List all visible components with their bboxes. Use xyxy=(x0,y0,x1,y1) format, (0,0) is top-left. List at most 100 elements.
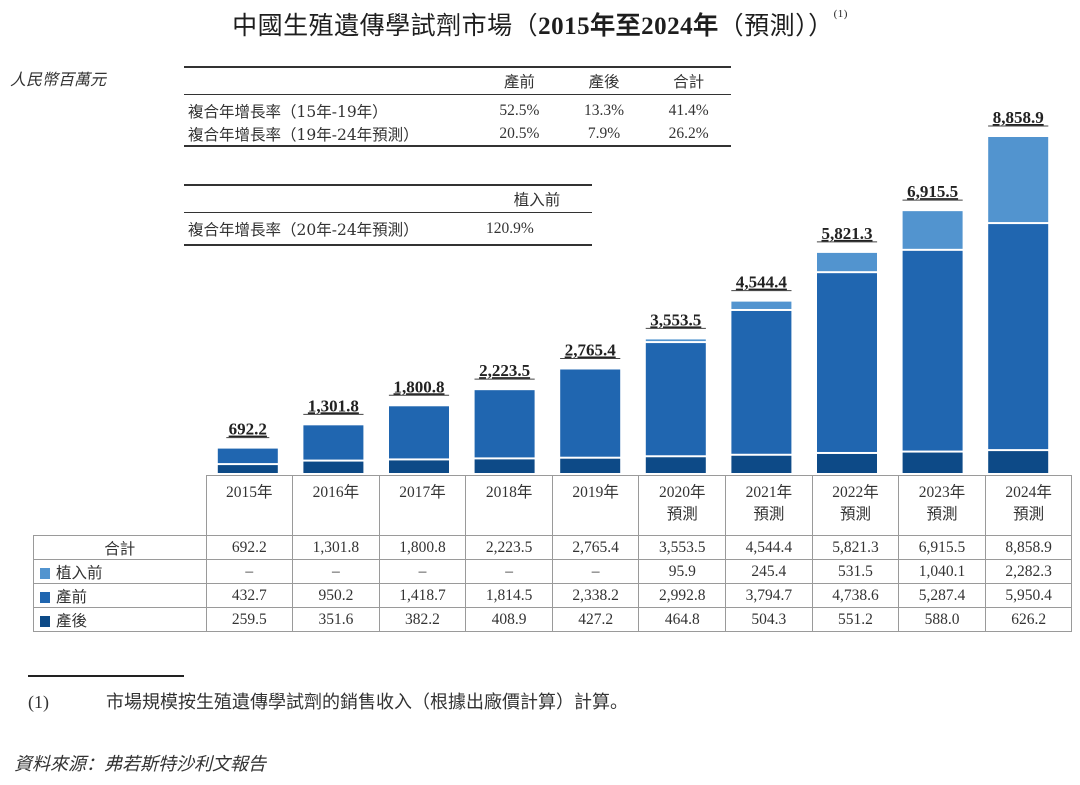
cagr1-header-postnatal: 產後 xyxy=(561,67,647,95)
table-row-total: 合計 692.2 1,301.8 1,800.8 2,223.5 2,765.4 3,553… xyxy=(33,535,1073,560)
table-cell: 427.2 xyxy=(551,607,640,632)
bar-segment-prenatal xyxy=(217,448,278,464)
footnote-mark: (1) xyxy=(28,692,49,712)
table-cell: 1,814.5 xyxy=(465,583,553,608)
legend-entry: 植入前 xyxy=(33,559,207,584)
cagr-value: 20.5% xyxy=(499,124,540,142)
total-data-label: 692.2 xyxy=(229,420,267,439)
table-cell: – xyxy=(551,559,640,584)
bar-segment-postnatal xyxy=(988,451,1049,473)
bar-segment-postnatal xyxy=(817,453,877,473)
category-label-line: 2022年 xyxy=(832,484,879,501)
footnote-divider xyxy=(28,675,184,677)
bar-group xyxy=(817,252,877,473)
total-data-label: 3,553.5 xyxy=(650,310,701,329)
bar-segment-pre-implant xyxy=(731,301,792,309)
bar-segment-prenatal xyxy=(560,369,621,457)
total-data-label: 1,301.8 xyxy=(308,396,359,415)
category-label-line: 2019年 xyxy=(572,484,619,501)
cagr-row-label: 複合年增長率（20年-24年預測） xyxy=(188,220,419,239)
bar-group xyxy=(389,406,449,473)
table-cell-total: 8,858.9 xyxy=(984,535,1073,560)
category-label-line: 預測 xyxy=(839,506,871,523)
cagr-table-1: 產前 產後 合計 複合年增長率（15年-19年） 52.5% 13.3% 41.… xyxy=(184,66,731,147)
bar-segment-pre-implant xyxy=(902,211,963,249)
total-data-label: 5,821.3 xyxy=(822,224,873,243)
category-label-line: 2016年 xyxy=(312,484,360,501)
chart-title: 中國生殖遺傳學試劑市場（2015年至2024年（預測））(1) xyxy=(0,6,1080,42)
title-prefix: 中國生殖遺傳學試劑市場（ xyxy=(232,11,539,40)
category-tick-label: 2021年 預測 xyxy=(725,475,813,536)
table-cell: – xyxy=(205,559,294,584)
category-tick-label: 2018年 xyxy=(465,475,553,536)
bar-segment-postnatal xyxy=(902,452,963,473)
cagr-table-2-header: 植入前 xyxy=(184,185,592,213)
table-cell-total: 2,223.5 xyxy=(465,535,553,560)
table-cell: – xyxy=(378,559,467,584)
cagr-value: 41.4% xyxy=(668,101,709,119)
table-cell: 95.9 xyxy=(638,559,727,584)
category-label-line: 預測 xyxy=(753,506,785,523)
bar-segment-prenatal xyxy=(988,224,1049,450)
table-cell: 1,040.1 xyxy=(898,559,986,584)
category-tick-label: 2019年 xyxy=(551,475,640,536)
table-cell: 1,418.7 xyxy=(378,583,467,608)
bar-segment-pre-implant xyxy=(988,137,1049,223)
cagr-row-label: 複合年增長率（19年-24年預測） xyxy=(188,125,419,144)
table-cell: 464.8 xyxy=(638,607,727,632)
bar-segment-postnatal xyxy=(645,457,706,473)
table-cell-total: 1,301.8 xyxy=(292,535,380,560)
category-tick-label: 2023年預測 xyxy=(898,475,986,536)
category-label-line: 2020年 xyxy=(659,484,706,501)
cagr-value: 26.2% xyxy=(668,124,709,142)
cagr-table-1-header: 產前 產後 合計 xyxy=(184,67,731,95)
table-cell: 626.2 xyxy=(984,607,1073,632)
title-years: 2015年至2024年 xyxy=(538,13,719,40)
category-label-line: 預測 xyxy=(926,506,958,523)
total-data-label: 2,765.4 xyxy=(565,340,617,359)
table-cell: 259.5 xyxy=(205,607,294,632)
bar-group xyxy=(731,301,792,473)
category-label-line: 預測 xyxy=(1013,506,1045,523)
legend-entry: 產前 xyxy=(33,583,207,608)
table-cell-total: 6,915.5 xyxy=(898,535,986,560)
table-cell: 588.0 xyxy=(898,607,986,632)
legend-swatch-icon xyxy=(40,591,50,603)
footnote: (1) 市場規模按生殖遺傳學試劑的銷售收入（根據出廠價計算）計算。 xyxy=(28,688,628,714)
bar-group xyxy=(645,339,706,473)
bar-segment-prenatal xyxy=(902,250,963,451)
table-cell-total: 1,800.8 xyxy=(378,535,467,560)
legend-swatch-icon xyxy=(40,567,50,579)
table-cell: – xyxy=(292,559,380,584)
table-cell: 245.4 xyxy=(725,559,813,584)
legend-entry: 產後 xyxy=(33,607,207,632)
table-row-pre-implant: 植入前 – – – – –95.9 245.4 531.5 1,040.1 2,282.3 xyxy=(33,559,1073,584)
cagr-value: 7.9% xyxy=(587,124,621,142)
table-cell-total: 5,821.3 xyxy=(811,535,900,560)
cagr1-header-prenatal: 產前 xyxy=(477,67,562,95)
table-cell: 351.6 xyxy=(292,607,380,632)
table-cell: 551.2 xyxy=(811,607,900,632)
table-cell: 5,287.4 xyxy=(898,583,986,608)
table-row-postnatal: 產後 259.5 351.6 382.2 408.9 427.2 464.8 504.3 551… xyxy=(33,607,1073,632)
category-label-line: 2023年 xyxy=(918,484,966,501)
bar-group xyxy=(988,137,1049,473)
bar-group xyxy=(560,369,621,473)
total-data-label: 1,800.8 xyxy=(394,377,445,396)
bar-segment-prenatal xyxy=(731,310,792,454)
legend-label: 植入前 xyxy=(56,563,103,582)
table-header-row: 2015年 2016年 2017年 2018年 2019年 2020年 預測 2021年 預測 2… xyxy=(33,475,1073,536)
table-cell: 382.2 xyxy=(378,607,467,632)
category-tick-label: 2020年預測 xyxy=(638,475,727,536)
source-note: 資料來源：弗若斯特沙利文報告 xyxy=(14,754,266,775)
footnote-text: 市場規模按生殖遺傳學試劑的銷售收入（根據出廠價計算）計算。 xyxy=(106,692,628,713)
table-cell-total: 692.2 xyxy=(205,535,294,560)
category-label-line: 2017年 xyxy=(399,484,446,501)
bar-group xyxy=(303,425,364,473)
category-tick-label: 2015年 xyxy=(205,475,294,536)
cagr-value: 52.5% xyxy=(499,101,540,119)
category-label-line: 預測 xyxy=(666,506,698,523)
total-data-label: 4,544.4 xyxy=(736,273,788,292)
category-tick-label: 2017年 xyxy=(378,475,467,536)
